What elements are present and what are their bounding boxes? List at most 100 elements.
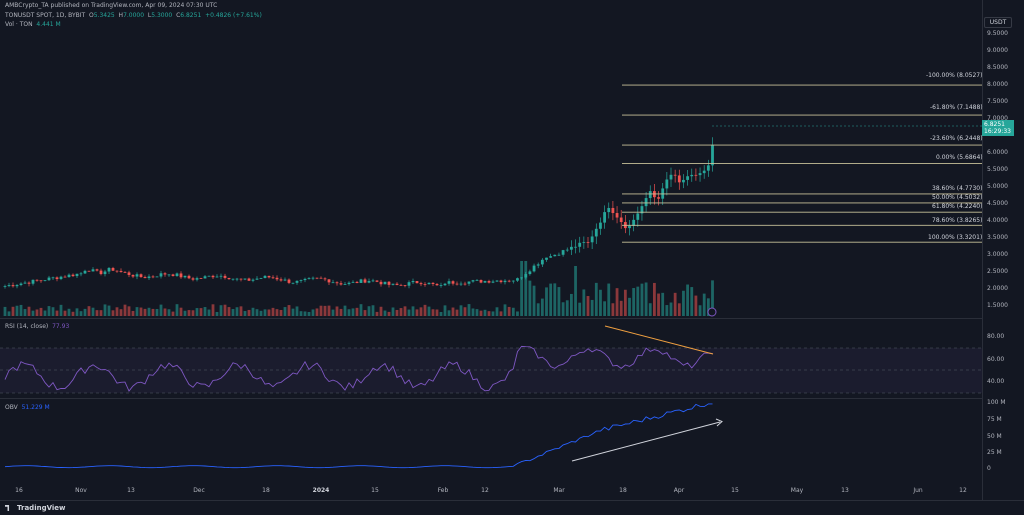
volume-bar [35,309,39,316]
candle-body [283,279,287,281]
volume-bar [524,261,528,316]
candle-body [39,280,43,282]
volume-bar [359,304,363,316]
volume-bar [59,304,63,316]
high-label: H [118,12,124,19]
candle-body [594,228,598,237]
fib-label: 50.00% (4.5032) [932,194,983,201]
candle-body [419,283,423,285]
volume-bar [83,308,87,316]
volume-bar [347,309,351,316]
candle-body [391,283,395,285]
candle-body [347,282,351,285]
rsi-value: 77.93 [52,323,70,330]
candle-body [536,264,540,266]
candle-body [167,274,171,276]
candle-body [271,277,275,279]
volume-bar [171,311,175,316]
currency-badge[interactable]: USDT [984,17,1012,28]
time-tick: 18 [262,487,270,494]
volume-bar [574,266,577,316]
candle-body [255,278,259,280]
publisher-text: AMBCrypto_TA published on TradingView.co… [5,2,218,9]
volume-bar [323,305,327,316]
candle-body [467,281,471,284]
volume-bar [686,284,689,316]
obv-trend-arrow [571,421,721,462]
candle-body [251,279,255,281]
close-value: 6.8251 [180,12,202,19]
candle-body [79,273,83,275]
candle-body [287,279,291,283]
volume-bar [611,303,615,316]
volume-bar [665,305,669,316]
volume-bar [657,293,660,316]
volume-bar [451,307,455,316]
volume-bar [207,309,211,316]
pane-divider-rsi[interactable] [0,318,982,319]
volume-bar [123,304,127,316]
volume-bar [586,296,590,316]
volume-bar [673,292,677,316]
candle-body [235,278,239,280]
chart-canvas[interactable] [0,0,982,500]
tradingview-logo[interactable]: TradingView [5,504,66,512]
fib-label: 78.60% (3.8265) [932,217,983,224]
pane-divider-obv[interactable] [0,398,982,399]
volume-bar [371,305,375,316]
candle-body [495,280,499,282]
volume-bar [175,304,179,316]
price-tick: 4.5000 [987,200,1008,207]
rsi-label[interactable]: RSI (14, close) [5,323,49,330]
volume-bar [15,305,19,316]
candle-body [215,276,219,278]
volume-bar [315,308,319,316]
candle-body [379,281,383,285]
volume-legend: Vol · TON 4.441 M [5,21,61,28]
high-value: 7.0000 [123,12,145,19]
volume-bar [491,311,495,316]
volume-bar [195,308,199,316]
volume-bar [95,310,99,316]
obv-label[interactable]: OBV [5,404,18,411]
volume-bar [27,306,31,316]
volume-bar [71,311,75,316]
candle-body [147,276,151,279]
candle-body [11,285,15,287]
symbol-name[interactable]: TONUSDT SPOT, 1D, BYBIT [5,12,86,19]
fib-label: 100.00% (3.3201) [928,234,983,241]
volume-bar [520,261,523,316]
candle-body [107,267,111,272]
volume-bar [549,283,553,316]
volume-bar [570,293,573,316]
candle-body [267,275,271,278]
price-scale[interactable] [982,0,1024,515]
price-tick: 9.0000 [987,47,1008,54]
candle-body [263,275,267,279]
obv-arrow-head [715,418,723,427]
price-tick: 5.5000 [987,166,1008,173]
volume-bar [239,306,243,316]
candle-body [447,281,451,284]
volume-bar [11,306,15,316]
candle-body [231,278,235,280]
volume-bar [379,306,383,316]
candle-body [483,281,487,283]
candle-body [628,225,631,229]
candle-body [644,198,648,207]
candle-body [407,282,411,286]
candle-body [115,270,119,272]
candle-body [439,285,443,286]
candle-body [549,256,553,258]
candle-body [711,144,714,166]
volume-label[interactable]: Vol · TON [5,21,33,28]
time-tick: 2024 [312,487,330,494]
volume-bar [299,311,303,316]
candle-body [706,165,710,171]
candle-body [507,280,511,282]
time-tick: Mar [553,487,565,494]
candle-body [690,174,694,177]
candle-body [207,275,211,277]
candle-body [443,283,447,286]
volume-bar [603,301,606,316]
